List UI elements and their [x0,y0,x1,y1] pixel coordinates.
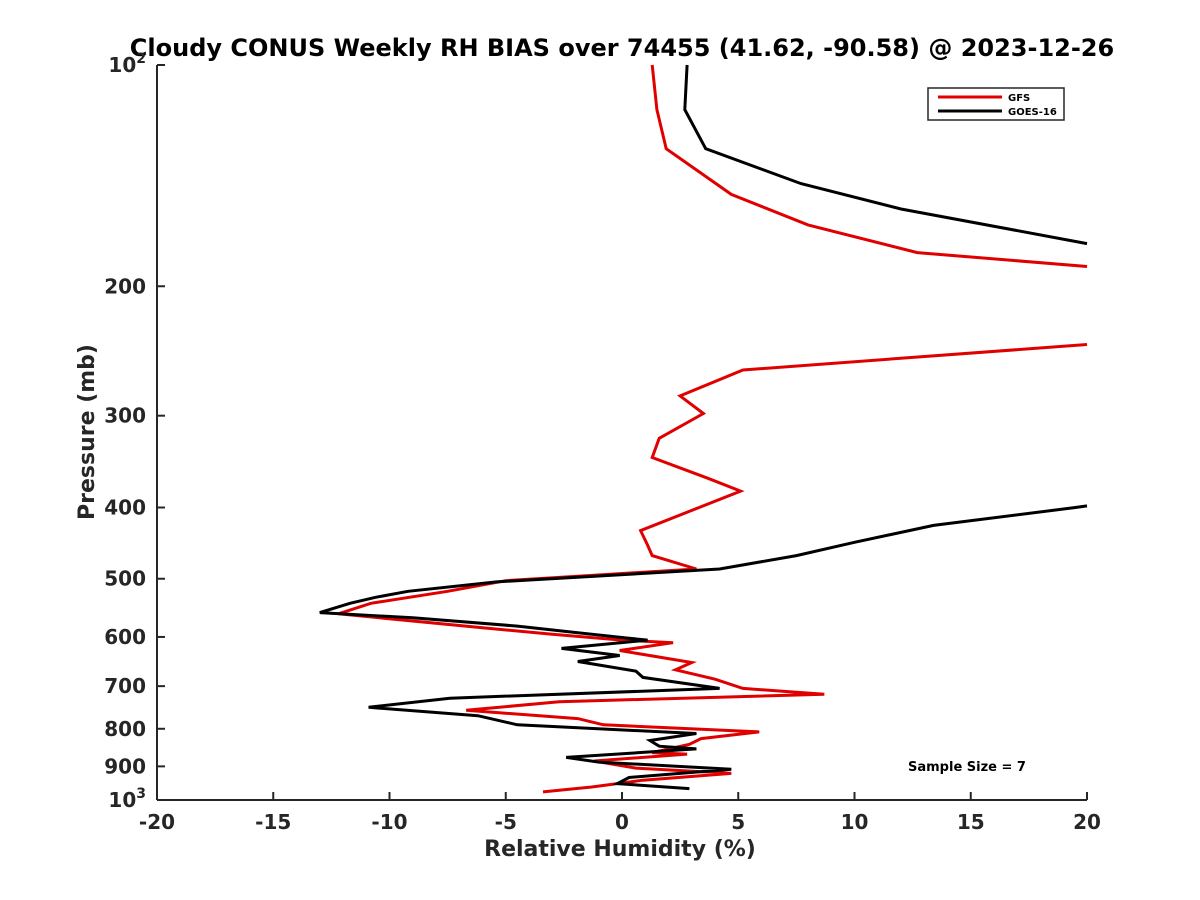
y-tick-label: 700 [104,674,146,698]
legend-label-gfs: GFS [1008,93,1030,104]
y-tick-label-power: 102 [108,51,146,77]
chart-title: Cloudy CONUS Weekly RH BIAS over 74455 (… [130,34,1114,62]
x-tick-label: -20 [139,810,175,834]
x-tick-label: 0 [615,810,629,834]
series-layer [319,64,1088,794]
y-tick-base: 10 [108,53,136,77]
y-tick-exponent: 2 [136,51,146,67]
legend: GFS GOES-16 [927,87,1065,121]
y-tick-label: 800 [104,717,146,741]
y-tick-label: 200 [104,274,146,298]
series-line-goes-16-1 [319,504,1088,791]
y-tick-base: 10 [108,788,136,812]
y-axis-label: Pressure (mb) [75,344,100,520]
series-line-goes-16-0 [683,64,1088,246]
x-tick-label: 20 [1073,810,1101,834]
y-tick-label-power: 103 [108,786,146,812]
x-tick-label: 15 [957,810,985,834]
y-tick-label: 400 [104,496,146,520]
x-tick-label: -10 [371,810,407,834]
y-tick-label: 900 [104,754,146,778]
legend-box [927,87,1065,121]
legend-label-goes-16: GOES-16 [1008,107,1057,118]
x-ticks: -20 -15 -10 -5 0 5 10 15 20 [139,792,1101,834]
x-axis-label: Relative Humidity (%) [484,837,756,862]
plot-area [156,64,1088,801]
sample-size-annotation: Sample Size = 7 [908,760,1026,775]
series-line-gfs-0 [650,64,1088,268]
y-tick-label: 300 [104,404,146,428]
y-tick-label: 600 [104,625,146,649]
y-tick-exponent: 3 [136,786,146,802]
x-tick-label: -5 [495,810,517,834]
x-tick-label: 10 [841,810,869,834]
x-tick-label: -15 [255,810,291,834]
x-tick-label: 5 [731,810,745,834]
y-tick-label: 500 [104,567,146,591]
